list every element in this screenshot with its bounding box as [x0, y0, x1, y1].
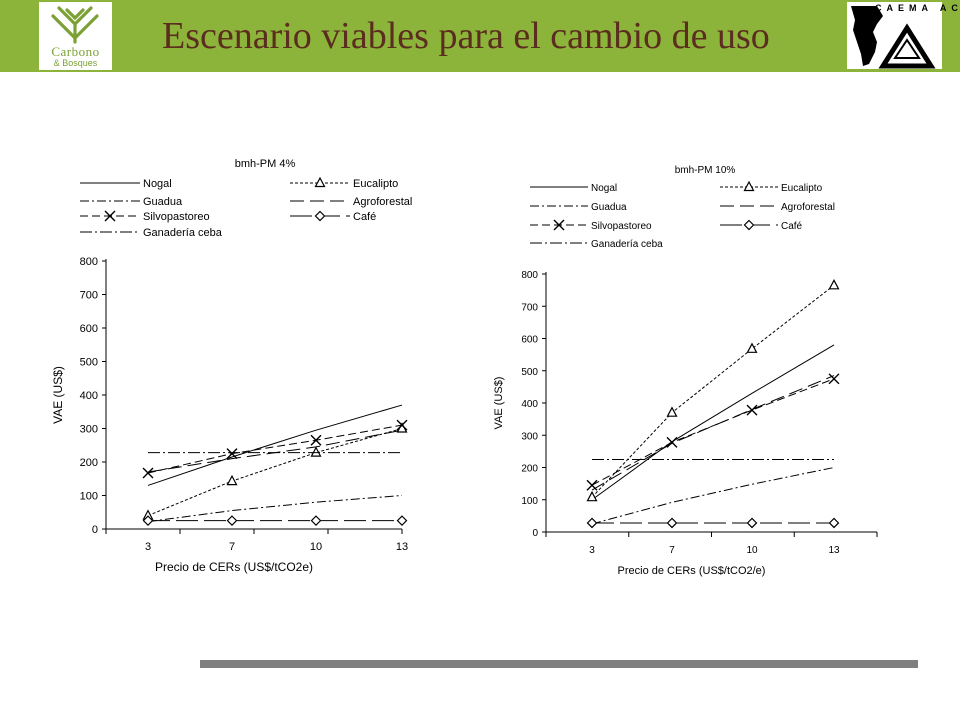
data-point-1: [586, 490, 598, 502]
series-line-2: [147, 495, 403, 523]
data-point-5: [746, 517, 758, 529]
x-tick-label: 7: [669, 545, 675, 556]
carbono-bosques-logo: Carbono & Bosques: [39, 2, 112, 70]
footer-divider: [200, 660, 918, 668]
legend-label: Nogal: [143, 178, 172, 190]
legend-label: Silvopastoreo: [143, 211, 210, 223]
x-tick-label: 10: [746, 545, 758, 556]
legend-marker-5: [314, 210, 326, 222]
y-tick-label: 300: [80, 424, 98, 436]
legend-marker-4: [553, 219, 565, 231]
data-point-1: [226, 474, 238, 486]
data-point-1: [666, 406, 678, 417]
y-axis-label: VAE (US$): [51, 366, 65, 424]
legend-label: Ganadería ceba: [591, 239, 663, 250]
series-line-1: [147, 428, 403, 517]
series-line-3: [591, 375, 835, 491]
series-line-4: [591, 378, 835, 486]
x-tick-label: 13: [396, 541, 408, 553]
y-tick-label: 700: [521, 302, 538, 313]
data-point-5: [828, 517, 840, 529]
y-tick-label: 600: [80, 323, 98, 335]
x-axis-label: Precio de CERs (US$/tCO2e): [155, 560, 313, 574]
y-tick-label: 400: [80, 390, 98, 402]
data-point-4: [666, 436, 678, 448]
legend-label: Silvopastoreo: [591, 221, 652, 232]
legend-marker-4: [104, 210, 116, 222]
data-point-5: [396, 515, 408, 526]
data-point-5: [586, 517, 598, 529]
y-tick-label: 100: [521, 496, 538, 507]
tree-mark-icon: [51, 6, 99, 44]
y-tick-label: 200: [80, 457, 98, 469]
data-point-4: [828, 373, 840, 385]
americas-map-icon: [851, 6, 936, 69]
legend-label: Eucalipto: [353, 178, 398, 190]
header-bar: Carbono & Bosques Escenario viables para…: [0, 0, 960, 72]
data-point-5: [310, 515, 322, 526]
y-tick-label: 600: [521, 335, 538, 346]
y-tick-label: 500: [80, 357, 98, 369]
y-tick-label: 800: [521, 270, 538, 281]
x-tick-label: 10: [310, 541, 322, 553]
series-line-4: [147, 424, 403, 474]
legend-label: Guadua: [591, 202, 627, 213]
x-tick-label: 7: [229, 541, 235, 553]
y-tick-label: 300: [521, 431, 538, 442]
data-point-4: [142, 467, 154, 479]
data-point-1: [310, 446, 322, 457]
y-tick-label: 700: [80, 290, 98, 302]
legend-label: Café: [781, 221, 803, 232]
y-tick-label: 100: [80, 491, 98, 503]
legend-label: Agroforestal: [353, 196, 412, 208]
y-tick-label: 400: [521, 399, 538, 410]
data-point-4: [226, 448, 238, 460]
x-tick-label: 3: [145, 541, 151, 553]
chart-title: bmh-PM 4%: [235, 158, 296, 170]
data-point-4: [586, 479, 598, 491]
series-line-1: [591, 284, 835, 498]
series-line-3: [147, 429, 403, 473]
legend-label: Ganadería ceba: [143, 227, 223, 239]
legend-label: Café: [353, 211, 376, 223]
chart-title: bmh-PM 10%: [675, 165, 736, 176]
y-tick-label: 500: [521, 367, 538, 378]
data-point-1: [828, 279, 840, 290]
data-point-5: [142, 515, 154, 526]
y-tick-label: 0: [92, 524, 98, 536]
legend-marker-5: [743, 219, 755, 231]
series-line-2: [591, 467, 835, 525]
legend-marker-1: [314, 176, 326, 188]
logo-text-line2: & Bosques: [53, 58, 98, 68]
data-point-4: [310, 434, 322, 446]
data-point-5: [226, 515, 238, 526]
series-line-0: [147, 404, 403, 486]
y-tick-label: 200: [521, 464, 538, 475]
data-point-4: [746, 404, 758, 416]
legend-label: Eucalipto: [781, 183, 823, 194]
x-axis-label: Precio de CERs (US$/tCO2/e): [618, 565, 766, 577]
series-line-0: [591, 344, 835, 501]
y-tick-label: 0: [532, 528, 538, 539]
x-tick-label: 3: [589, 545, 595, 556]
chart-right: bmh-PM 10% Nogal Eucalipto Guadua Agroforest…: [493, 165, 878, 577]
data-point-5: [666, 517, 678, 529]
page-title: Escenario viables para el cambio de uso: [162, 15, 770, 57]
y-axis-label: VAE (US$): [493, 377, 505, 430]
legend-label: Agroforestal: [781, 202, 835, 213]
chart-left: bmh-PM 4% Nogal Eucalipto Guadua Agroforesta…: [51, 158, 412, 574]
caema-logo-caption: CAEMA ACEE: [875, 3, 960, 13]
x-tick-label: 13: [828, 545, 840, 556]
legend-label: Guadua: [143, 196, 183, 208]
logo-text-line1: Carbono: [51, 44, 100, 59]
y-tick-label: 800: [80, 256, 98, 268]
caema-logo: CAEMA ACEE: [847, 2, 960, 69]
data-point-1: [746, 342, 758, 353]
legend-label: Nogal: [591, 183, 617, 194]
data-point-4: [396, 419, 408, 431]
legend-marker-1: [743, 180, 755, 192]
